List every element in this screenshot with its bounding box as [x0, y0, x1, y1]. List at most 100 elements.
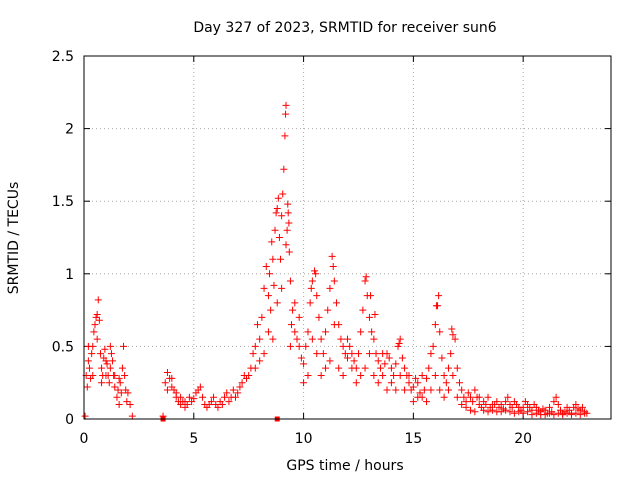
data-point [218, 400, 226, 408]
data-point [352, 379, 360, 387]
data-point [328, 252, 336, 260]
data-point [282, 101, 290, 109]
data-point [448, 325, 456, 333]
data-point [418, 371, 426, 379]
data-point [238, 379, 246, 387]
data-point [124, 389, 132, 397]
data-point [330, 277, 338, 285]
data-point [260, 284, 268, 292]
data-point [471, 408, 479, 416]
data-point [260, 350, 268, 358]
data-point [335, 364, 343, 372]
data-point [256, 335, 264, 343]
data-point [286, 277, 294, 285]
data-point [442, 379, 450, 387]
data-point [374, 357, 382, 365]
data-point [307, 284, 315, 292]
data-point [344, 354, 351, 362]
data-point [288, 321, 296, 329]
y-tick-label: 2 [65, 122, 74, 138]
data-point [274, 194, 282, 202]
data-point [120, 342, 128, 350]
data-point [185, 393, 193, 401]
data-point [409, 398, 417, 406]
data-point [236, 383, 244, 391]
data-point [190, 395, 198, 403]
data-point [126, 400, 134, 408]
data-point [464, 389, 472, 397]
data-point [339, 371, 347, 379]
data-point [497, 408, 505, 416]
data-point [337, 335, 345, 343]
data-point [405, 371, 413, 379]
data-point [291, 299, 299, 307]
data-point [214, 403, 222, 411]
data-point [300, 379, 308, 387]
data-point [381, 360, 389, 368]
data-point [113, 393, 121, 401]
data-point [524, 408, 532, 416]
y-tick-label: 0.5 [52, 339, 74, 355]
data-point [348, 350, 356, 358]
data-point [371, 310, 379, 318]
data-point [362, 273, 370, 281]
data-point [414, 393, 422, 401]
data-point [532, 409, 540, 417]
data-point [89, 371, 97, 379]
data-point [379, 350, 387, 358]
data-point [313, 292, 321, 300]
data-point [256, 357, 264, 365]
data-point [427, 350, 435, 358]
data-point [117, 389, 125, 397]
data-point [234, 389, 242, 397]
data-point [329, 263, 337, 271]
data-point [365, 313, 373, 321]
chart-title: Day 327 of 2023, SRMTID for receiver sun… [193, 20, 496, 36]
x-tick-label: 15 [404, 431, 422, 447]
data-point [322, 364, 330, 372]
data-point [563, 409, 571, 417]
data-point [85, 364, 93, 372]
data-point [177, 393, 185, 401]
data-point [109, 357, 117, 365]
grid-lines [84, 56, 611, 419]
data-point [414, 379, 422, 387]
data-point [268, 238, 276, 246]
y-tick-label: 1 [65, 267, 74, 283]
data-point [423, 374, 431, 382]
data-point [550, 411, 558, 419]
data-point [482, 400, 490, 408]
data-point [282, 241, 290, 249]
data-point [440, 371, 448, 379]
data-point [300, 360, 308, 368]
data-point [281, 132, 289, 140]
data-point [302, 342, 310, 350]
data-point [225, 398, 233, 406]
data-point [383, 386, 391, 394]
data-point [350, 357, 358, 365]
data-point [460, 393, 468, 401]
data-point [251, 342, 259, 350]
data-point [279, 190, 287, 198]
data-point [210, 393, 218, 401]
data-point [425, 364, 433, 372]
y-tick-label: 0 [65, 412, 74, 428]
data-point [245, 371, 253, 379]
data-point [455, 379, 463, 387]
data-point [502, 406, 510, 414]
data-point [567, 411, 575, 419]
data-point [359, 306, 367, 314]
x-tick-label: 5 [189, 431, 198, 447]
data-point [196, 383, 204, 391]
data-point [317, 335, 325, 343]
data-point [123, 398, 131, 406]
data-point [462, 403, 470, 411]
data-point [554, 409, 562, 417]
data-point [101, 345, 109, 353]
data-point [283, 226, 291, 234]
data-point [96, 350, 104, 358]
data-point [372, 350, 380, 358]
data-point [322, 328, 330, 336]
data-point [102, 371, 110, 379]
data-point [199, 393, 207, 401]
